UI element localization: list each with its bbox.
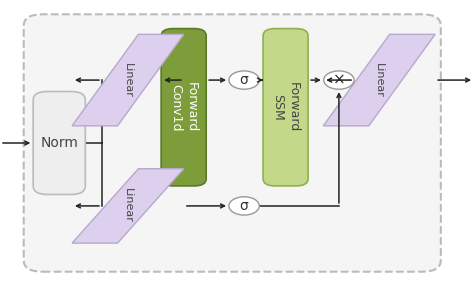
Text: Forward
SSM: Forward SSM: [272, 82, 300, 132]
Circle shape: [229, 197, 259, 215]
Text: ×: ×: [333, 73, 345, 88]
Polygon shape: [323, 34, 435, 126]
Text: Linear: Linear: [123, 63, 133, 98]
FancyBboxPatch shape: [33, 92, 85, 194]
Text: Linear: Linear: [374, 63, 384, 98]
Text: σ: σ: [240, 199, 248, 213]
FancyBboxPatch shape: [24, 14, 441, 272]
Text: Forward
Conv1d: Forward Conv1d: [170, 82, 198, 132]
FancyBboxPatch shape: [161, 29, 206, 186]
Polygon shape: [72, 169, 184, 243]
Text: σ: σ: [240, 73, 248, 87]
Text: Linear: Linear: [123, 188, 133, 223]
FancyBboxPatch shape: [263, 29, 308, 186]
Circle shape: [324, 71, 354, 89]
Text: Norm: Norm: [40, 136, 78, 150]
Polygon shape: [72, 34, 184, 126]
Circle shape: [229, 71, 259, 89]
